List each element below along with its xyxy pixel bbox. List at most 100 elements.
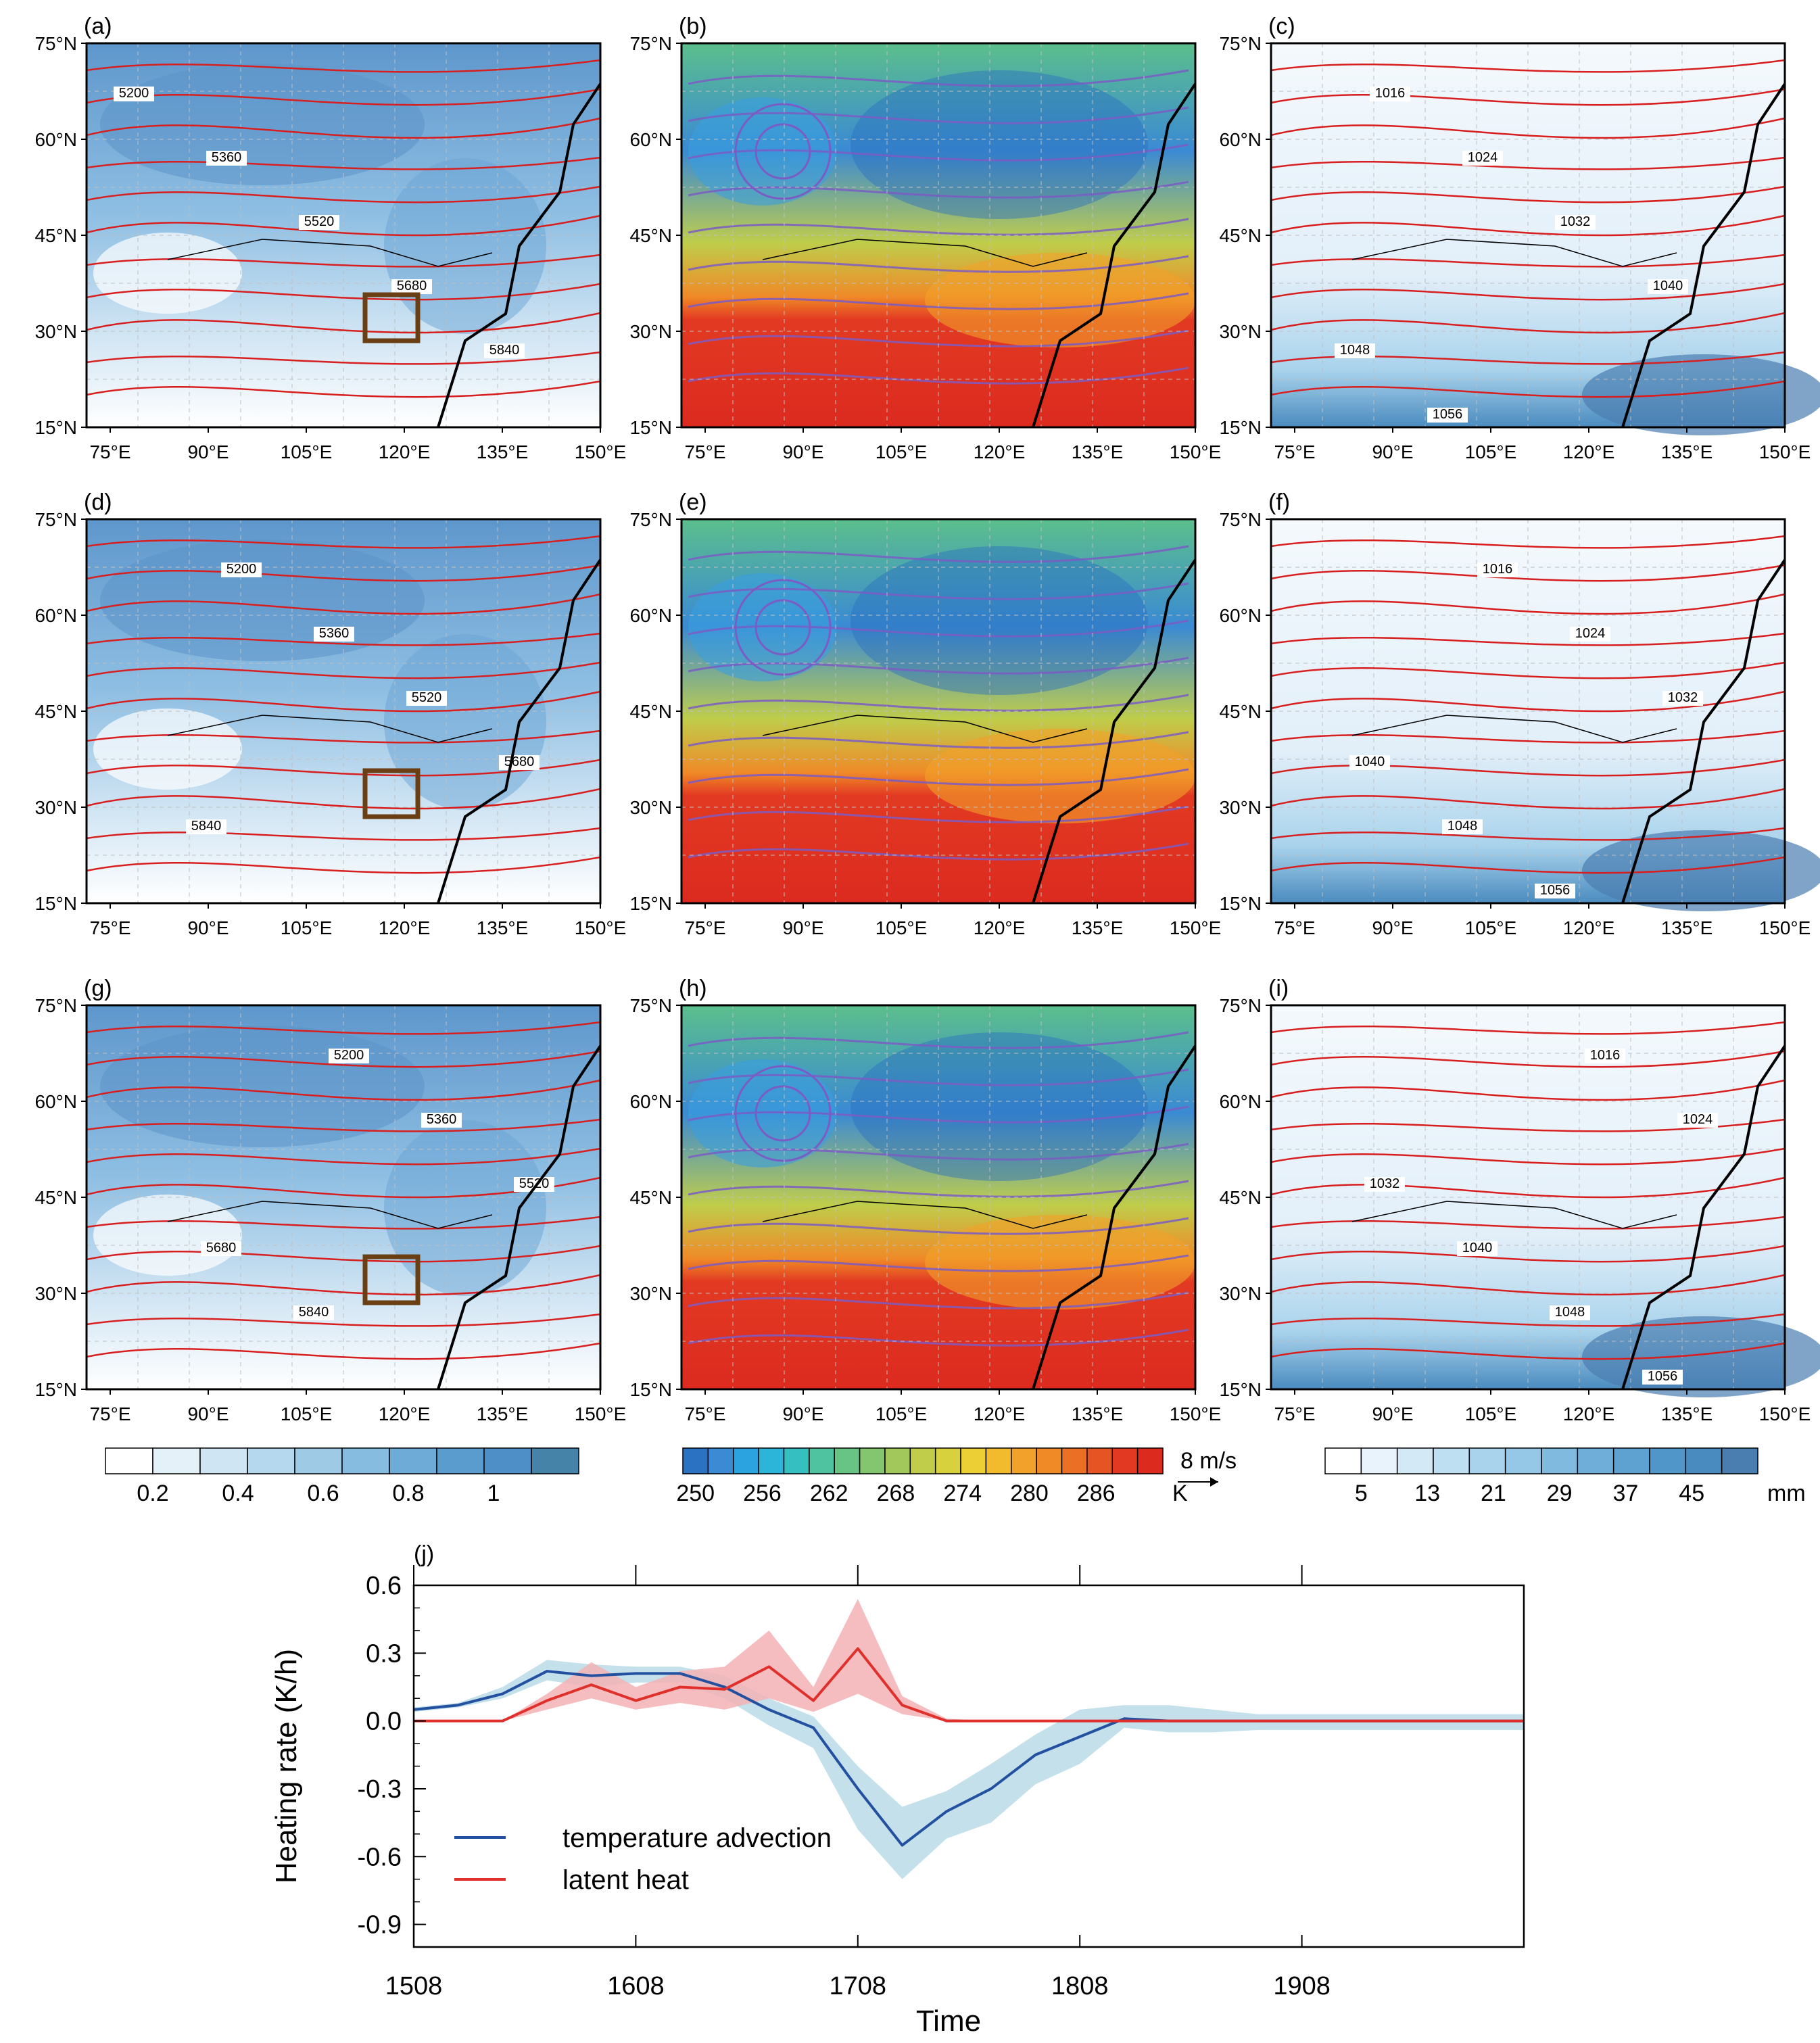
isoline-label: 1048 xyxy=(1340,343,1370,358)
lat-tick-label: 75°N xyxy=(1219,509,1262,530)
isoline xyxy=(1270,1176,1786,1199)
isoline-label-box xyxy=(114,87,154,101)
coastline xyxy=(437,558,602,904)
isoline-label-box xyxy=(1648,279,1688,294)
x-tick-label: 1508 xyxy=(385,1972,443,2000)
isoline-label: 5360 xyxy=(427,1112,457,1127)
wind-streamline xyxy=(688,1291,1189,1309)
colorbar-label: 256 xyxy=(743,1481,782,1506)
isoline xyxy=(86,1021,601,1035)
isoline-label: 5200 xyxy=(334,1048,364,1063)
lon-tick-label: 90°E xyxy=(1372,917,1413,938)
lat-tick-label: 30°N xyxy=(629,1283,672,1304)
coastline xyxy=(1621,1044,1786,1390)
isoline-label-box xyxy=(1462,151,1503,166)
lat-tick-label: 75°N xyxy=(629,509,672,530)
lon-tick-label: 75°E xyxy=(89,917,130,938)
lon-tick-label: 90°E xyxy=(782,1403,823,1424)
colorbar-label: 262 xyxy=(810,1481,848,1506)
isoline-label: 1040 xyxy=(1462,1241,1493,1255)
panel-tag: (e) xyxy=(679,489,707,515)
isoline-label: 1056 xyxy=(1433,407,1463,422)
colorbar-label: 21 xyxy=(1481,1481,1506,1506)
isoline xyxy=(86,535,601,549)
lat-tick-label: 30°N xyxy=(629,797,672,818)
lat-tick-label: 30°N xyxy=(1219,321,1262,342)
lon-tick-label: 135°E xyxy=(477,917,529,938)
lat-tick-label: 45°N xyxy=(1219,225,1262,246)
isoline-label: 5200 xyxy=(226,562,257,577)
border xyxy=(1351,239,1677,267)
isoline xyxy=(86,827,601,841)
wind-streamline xyxy=(688,218,1189,236)
lon-tick-label: 75°E xyxy=(1274,1403,1315,1424)
lat-tick-label: 60°N xyxy=(629,605,672,626)
coastline xyxy=(1032,558,1197,904)
isoline xyxy=(1270,117,1786,139)
colorbar-swatch xyxy=(1061,1447,1088,1474)
map-panel: 1016 1024 1032 1040 1048 1056 (i) 75°N 60°N 45°N 3… xyxy=(1219,976,1820,1424)
isoline xyxy=(1270,1050,1786,1068)
lat-tick-label: 45°N xyxy=(34,1187,77,1208)
isoline xyxy=(86,593,601,615)
warm-tongue-patch xyxy=(925,253,1195,347)
wind-streamline xyxy=(688,768,1189,786)
colorbar-swatch xyxy=(1324,1447,1362,1474)
colorbar-label: 280 xyxy=(1010,1481,1049,1506)
cloud-fraction-colorbar: 0.2 0.4 0.6 0.8 1 xyxy=(105,1447,579,1506)
cloud-cover-patch xyxy=(384,1120,546,1296)
lat-tick-label: 45°N xyxy=(1219,1187,1262,1208)
colorbar-unit: K xyxy=(1172,1481,1188,1506)
isoline-label-box xyxy=(1662,691,1703,706)
panel-tag: (h) xyxy=(679,976,707,1001)
lat-tick-label: 30°N xyxy=(629,321,672,342)
cyclonic-circulation xyxy=(734,1065,832,1162)
isoline xyxy=(86,661,601,679)
isoline-label-box xyxy=(1370,87,1410,101)
isoline xyxy=(1270,351,1786,365)
lat-tick-label: 30°N xyxy=(34,321,77,342)
colorbar-label: 13 xyxy=(1414,1481,1440,1506)
lat-tick-label: 15°N xyxy=(34,417,77,438)
isoline xyxy=(1270,156,1786,170)
clear-sky-patch xyxy=(93,708,242,790)
lon-tick-label: 75°E xyxy=(1274,441,1315,462)
isoline xyxy=(1270,535,1786,549)
isoline xyxy=(1270,254,1786,268)
isoline xyxy=(86,1176,601,1199)
lon-tick-label: 150°E xyxy=(1759,441,1811,462)
colorbar-swatch xyxy=(105,1447,153,1474)
colorbar-swatch xyxy=(884,1447,911,1474)
isoline xyxy=(86,1079,601,1101)
map-panel: (h) 75°N 60°N 45°N 30°N 15°N 75°E 90°E 105°E 120°… xyxy=(629,976,1221,1424)
colorbar-swatch xyxy=(1541,1447,1579,1474)
lon-tick-label: 135°E xyxy=(1661,441,1713,462)
isoline xyxy=(86,380,601,398)
lon-tick-label: 120°E xyxy=(974,441,1026,462)
isoline xyxy=(86,1118,601,1132)
colorbar-swatch xyxy=(834,1447,861,1474)
colorbar-swatch xyxy=(1685,1447,1723,1474)
isoline xyxy=(1270,59,1786,73)
lat-tick-label: 75°N xyxy=(34,509,77,530)
cloud-cover-patch xyxy=(100,539,425,661)
heavy-precip-patch xyxy=(1582,354,1820,435)
colorbar-swatch xyxy=(707,1447,734,1474)
lat-tick-label: 60°N xyxy=(34,605,77,626)
isoline-label: 5360 xyxy=(212,150,242,165)
colorbar-swatch xyxy=(247,1447,295,1474)
lon-tick-label: 135°E xyxy=(1661,917,1713,938)
colorbar-swatch xyxy=(1086,1447,1113,1474)
cold-pool-patch xyxy=(851,546,1148,695)
isoline xyxy=(86,1147,601,1165)
isoline xyxy=(86,729,601,744)
coastline xyxy=(1032,82,1197,428)
colorbar-swatch xyxy=(1433,1447,1470,1474)
lat-tick-label: 45°N xyxy=(34,225,77,246)
lon-tick-label: 75°E xyxy=(89,441,130,462)
isoline-label: 1032 xyxy=(1370,1176,1400,1191)
lon-tick-label: 105°E xyxy=(1465,917,1517,938)
isoline xyxy=(86,117,601,139)
warm-tongue-patch xyxy=(925,1215,1195,1309)
map-panel: 5200 5360 5520 5680 5840 (a) 75°N 60°N 45°N 30°N 1… xyxy=(34,14,626,462)
